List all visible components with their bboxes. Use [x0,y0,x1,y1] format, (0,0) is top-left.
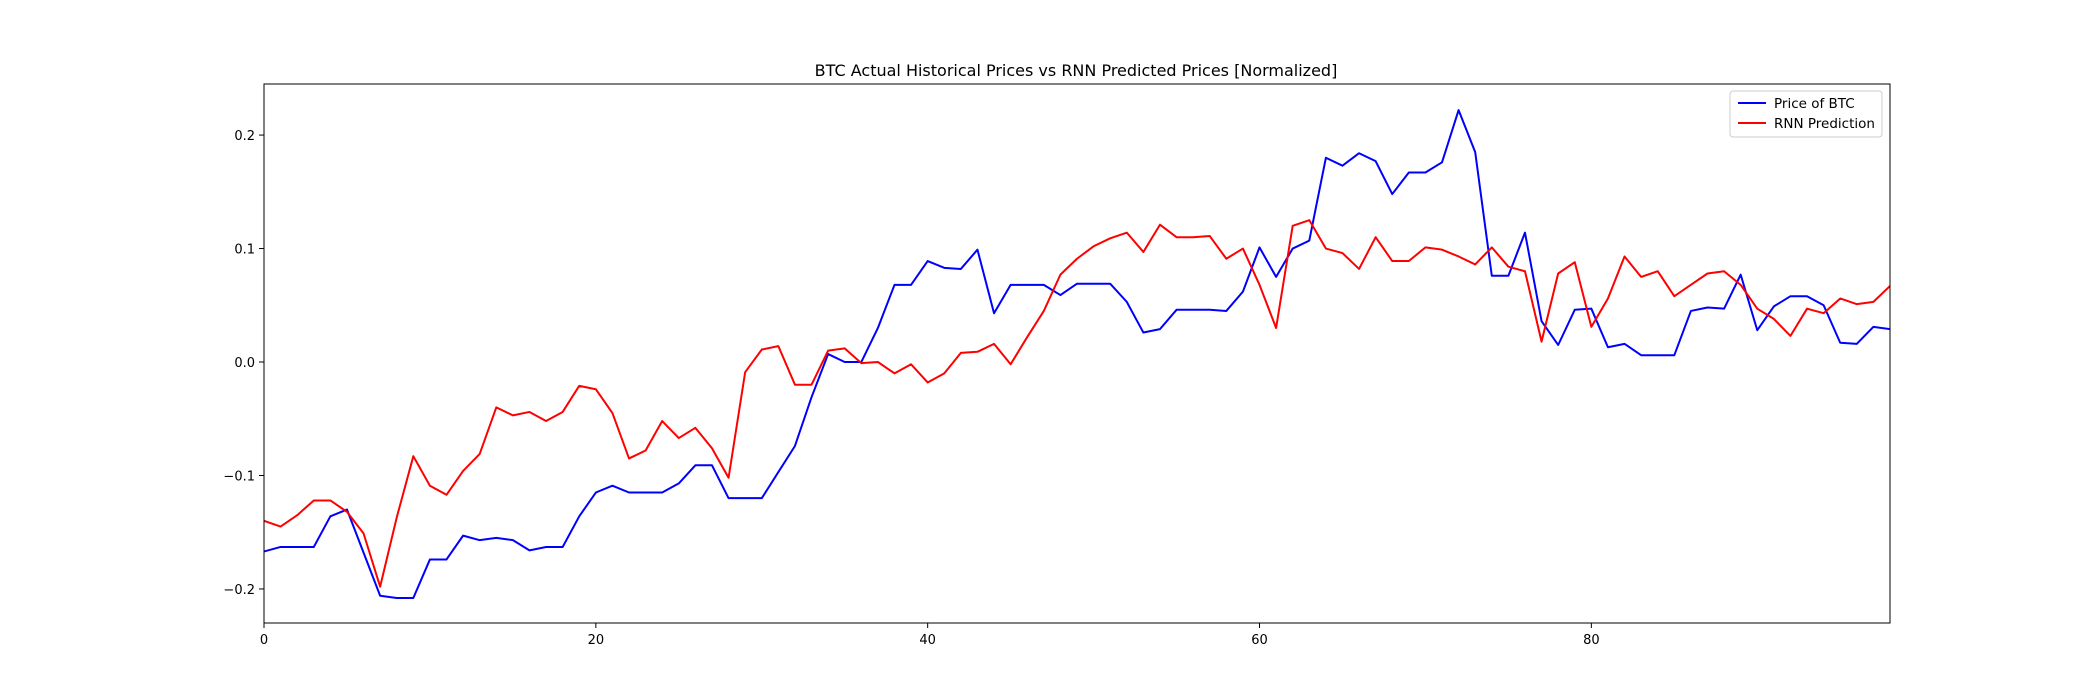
x-tick-label: 0 [260,633,268,648]
legend-label: RNN Prediction [1774,116,1875,132]
y-tick-label: 0.2 [234,129,255,144]
series-line-rnn-prediction [264,219,1890,588]
y-axis: −0.2 −0.1 0.0 0.1 0.2 [223,129,264,598]
legend-label: Price of BTC [1774,96,1855,112]
x-tick-label: 20 [588,633,605,648]
legend-box [1729,90,1883,138]
legend: Price of BTC RNN Prediction [1729,90,1883,138]
series-group [264,109,1890,600]
x-tick-label: 60 [1251,633,1268,648]
y-tick-label: 0.0 [234,356,255,371]
x-tick-label: 40 [919,633,936,648]
y-tick-label: −0.1 [223,469,255,484]
y-tick-label: 0.1 [234,243,255,258]
chart-title: BTC Actual Historical Prices vs RNN Pred… [815,61,1338,80]
y-tick-label: −0.2 [223,583,255,598]
x-axis: 0 20 40 60 80 [260,623,1600,648]
series-line-price-of-btc [264,109,1890,600]
x-tick-label: 80 [1583,633,1600,648]
plot-frame [263,83,1891,624]
